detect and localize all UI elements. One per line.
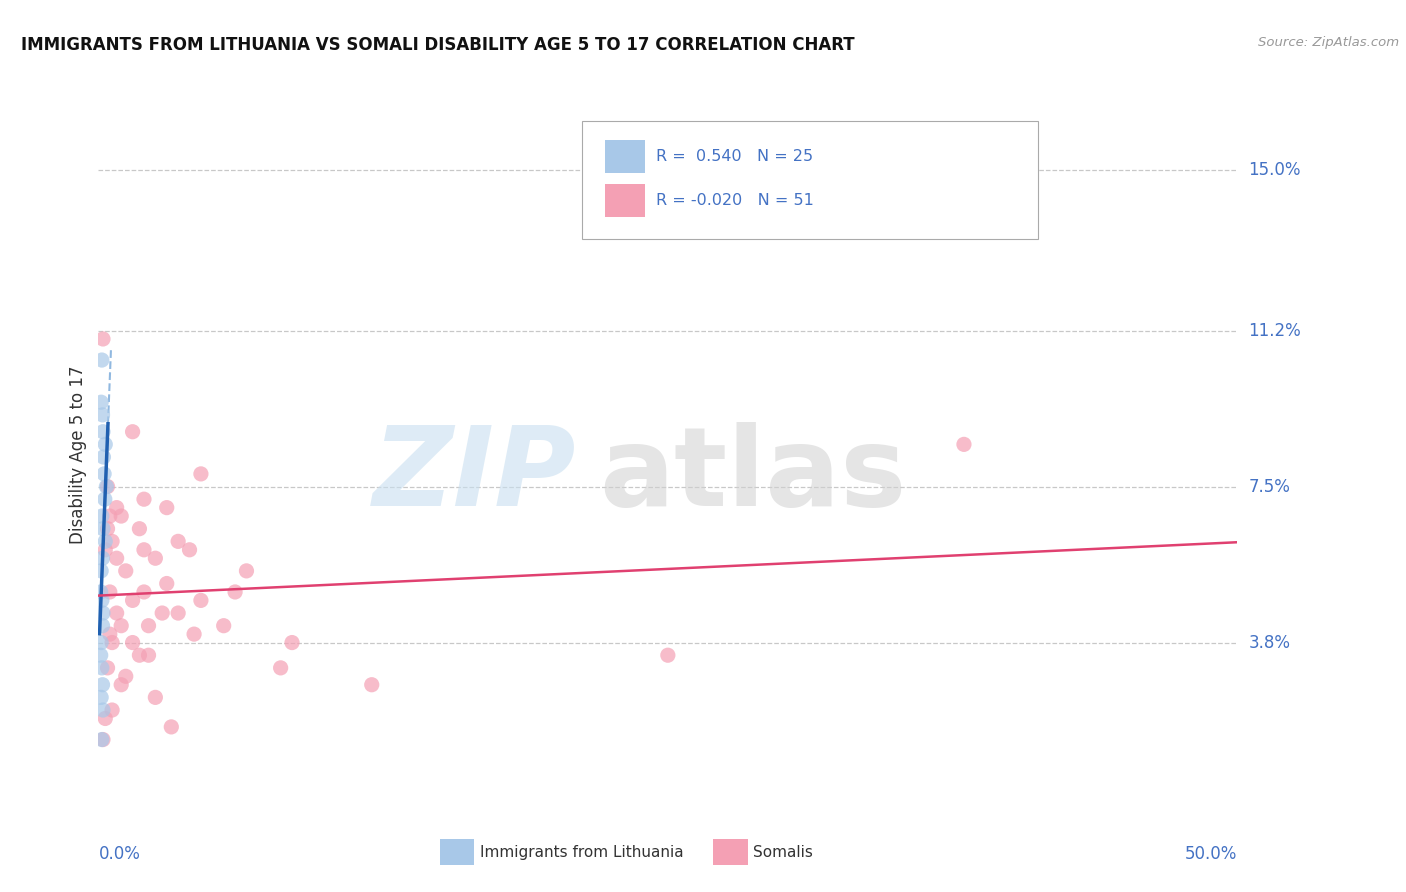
Point <box>98 627 121 641</box>
Point <box>98 585 121 599</box>
Point <box>91 551 114 566</box>
Point <box>91 618 114 632</box>
Text: 0.0%: 0.0% <box>98 845 141 863</box>
FancyBboxPatch shape <box>713 839 748 865</box>
Point <box>110 509 132 524</box>
Point <box>132 542 155 557</box>
Point <box>128 522 150 536</box>
Text: Immigrants from Lithuania: Immigrants from Lithuania <box>479 845 683 860</box>
Point <box>121 593 143 607</box>
FancyBboxPatch shape <box>440 839 474 865</box>
Point <box>132 492 155 507</box>
Point <box>96 479 118 493</box>
Point <box>179 542 201 557</box>
Point <box>90 661 112 675</box>
Point <box>91 606 114 620</box>
Point <box>91 678 114 692</box>
Point <box>96 522 118 536</box>
Point <box>110 678 132 692</box>
Point <box>360 678 382 692</box>
Point <box>94 492 117 507</box>
Text: IMMIGRANTS FROM LITHUANIA VS SOMALI DISABILITY AGE 5 TO 17 CORRELATION CHART: IMMIGRANTS FROM LITHUANIA VS SOMALI DISA… <box>21 36 855 54</box>
Point <box>90 690 112 705</box>
Point <box>128 648 150 663</box>
Text: 50.0%: 50.0% <box>1185 845 1237 863</box>
Point <box>167 534 190 549</box>
Point <box>235 564 257 578</box>
Point <box>110 618 132 632</box>
Point <box>121 425 143 439</box>
Point <box>90 593 112 607</box>
Point <box>212 618 235 632</box>
Point <box>94 542 117 557</box>
Point <box>156 576 179 591</box>
Point <box>91 332 114 346</box>
Point <box>90 564 112 578</box>
Text: 7.5%: 7.5% <box>1249 477 1291 496</box>
Point <box>98 509 121 524</box>
Y-axis label: Disability Age 5 to 17: Disability Age 5 to 17 <box>69 366 87 544</box>
Point <box>93 450 115 464</box>
Point <box>138 618 160 632</box>
Point <box>270 661 292 675</box>
Point <box>90 635 112 649</box>
Point <box>90 395 112 409</box>
Point <box>105 606 128 620</box>
Text: 3.8%: 3.8% <box>1249 633 1291 651</box>
Point <box>90 509 112 524</box>
Point <box>150 606 173 620</box>
Point <box>281 635 304 649</box>
Point <box>101 534 124 549</box>
FancyBboxPatch shape <box>582 121 1038 239</box>
Point <box>138 648 160 663</box>
Point <box>90 648 112 663</box>
Point <box>132 585 155 599</box>
Point <box>94 711 117 725</box>
Text: atlas: atlas <box>599 422 907 529</box>
Point <box>114 669 136 683</box>
Text: 15.0%: 15.0% <box>1249 161 1301 179</box>
Point <box>96 479 118 493</box>
Point <box>953 437 976 451</box>
Point <box>94 437 117 451</box>
Point <box>167 606 190 620</box>
Point <box>93 467 115 481</box>
Point <box>190 593 212 607</box>
Point <box>91 425 114 439</box>
Text: R =  0.540   N = 25: R = 0.540 N = 25 <box>657 149 814 164</box>
Point <box>90 353 112 368</box>
Point <box>190 467 212 481</box>
Point <box>114 564 136 578</box>
Text: R = -0.020   N = 51: R = -0.020 N = 51 <box>657 193 814 208</box>
Point <box>91 522 114 536</box>
Point <box>101 635 124 649</box>
Text: ZIP: ZIP <box>373 422 576 529</box>
Text: 11.2%: 11.2% <box>1249 321 1301 340</box>
Point <box>90 585 112 599</box>
Point <box>91 703 114 717</box>
FancyBboxPatch shape <box>605 140 645 173</box>
Point <box>183 627 205 641</box>
Point <box>101 703 124 717</box>
Point <box>105 551 128 566</box>
FancyBboxPatch shape <box>605 184 645 217</box>
Point <box>160 720 183 734</box>
Point <box>657 648 679 663</box>
Text: Somalis: Somalis <box>754 845 813 860</box>
Text: Source: ZipAtlas.com: Source: ZipAtlas.com <box>1258 36 1399 49</box>
Point <box>121 635 143 649</box>
Point <box>94 534 117 549</box>
Point <box>90 732 112 747</box>
Point <box>105 500 128 515</box>
Point <box>145 551 167 566</box>
Point <box>91 732 114 747</box>
Point <box>91 408 114 422</box>
Point <box>145 690 167 705</box>
Point <box>224 585 246 599</box>
Point <box>156 500 179 515</box>
Point <box>96 661 118 675</box>
